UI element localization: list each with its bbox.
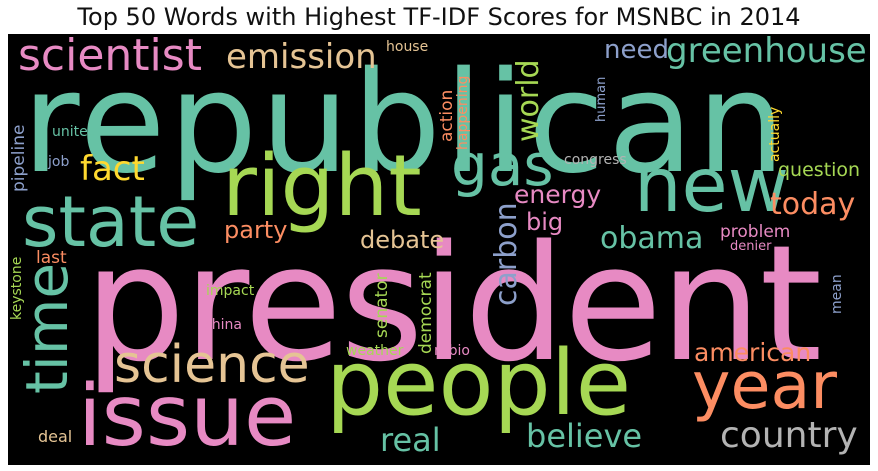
- word-question: question: [778, 159, 861, 181]
- word-real: real: [380, 421, 441, 459]
- word-emission: emission: [226, 37, 377, 77]
- word-american: american: [694, 338, 812, 367]
- word-carbon: carbon: [489, 202, 524, 306]
- word-united: united: [52, 124, 97, 140]
- word-china: china: [204, 317, 242, 333]
- word-rubio: rubio: [434, 343, 470, 359]
- word-need: need: [604, 35, 669, 65]
- word-issue: issue: [78, 367, 297, 465]
- word-state: state: [22, 181, 200, 263]
- word-year: year: [692, 349, 838, 424]
- word-pipeline: pipeline: [9, 124, 29, 192]
- word-right: right: [222, 137, 422, 236]
- word-scientist: scientist: [18, 34, 202, 81]
- word-new: new: [634, 141, 790, 229]
- chart-title: Top 50 Words with Highest TF-IDF Scores …: [77, 3, 801, 31]
- word-senator: senator: [372, 273, 392, 338]
- word-actually: actually: [767, 106, 783, 162]
- word-cloud: republican president people right state …: [8, 34, 870, 465]
- word-problem: problem: [720, 222, 791, 242]
- word-human: human: [594, 76, 609, 122]
- word-congress: congress: [564, 152, 627, 168]
- word-world: world: [511, 59, 546, 142]
- word-debate: debate: [360, 226, 445, 254]
- word-mean: mean: [829, 274, 845, 314]
- word-keystone: keystone: [9, 256, 25, 320]
- word-house: house: [386, 39, 429, 55]
- word-democrat: democrat: [416, 272, 436, 354]
- word-happening: happening: [455, 75, 471, 150]
- word-weather: weather: [346, 343, 404, 359]
- word-country: country: [720, 415, 858, 456]
- word-impact: impact: [206, 283, 255, 299]
- word-denier: denier: [730, 239, 772, 254]
- word-job: job: [48, 154, 70, 170]
- word-time: time: [13, 262, 81, 394]
- word-party: party: [224, 216, 288, 244]
- word-action: action: [437, 89, 457, 142]
- word-fact: fact: [80, 149, 145, 189]
- word-last: last: [36, 248, 67, 268]
- word-deal: deal: [38, 427, 73, 446]
- word-republican: republican: [22, 42, 789, 205]
- word-greenhouse: greenhouse: [666, 34, 867, 71]
- word-energy: energy: [514, 180, 602, 209]
- word-gas: gas: [451, 131, 554, 199]
- word-believe: believe: [526, 417, 643, 455]
- word-today: today: [770, 187, 856, 222]
- word-obama: obama: [600, 221, 704, 256]
- word-big: big: [526, 208, 564, 236]
- word-president: president: [84, 210, 822, 397]
- word-people: people: [326, 331, 632, 436]
- word-science: science: [114, 335, 310, 395]
